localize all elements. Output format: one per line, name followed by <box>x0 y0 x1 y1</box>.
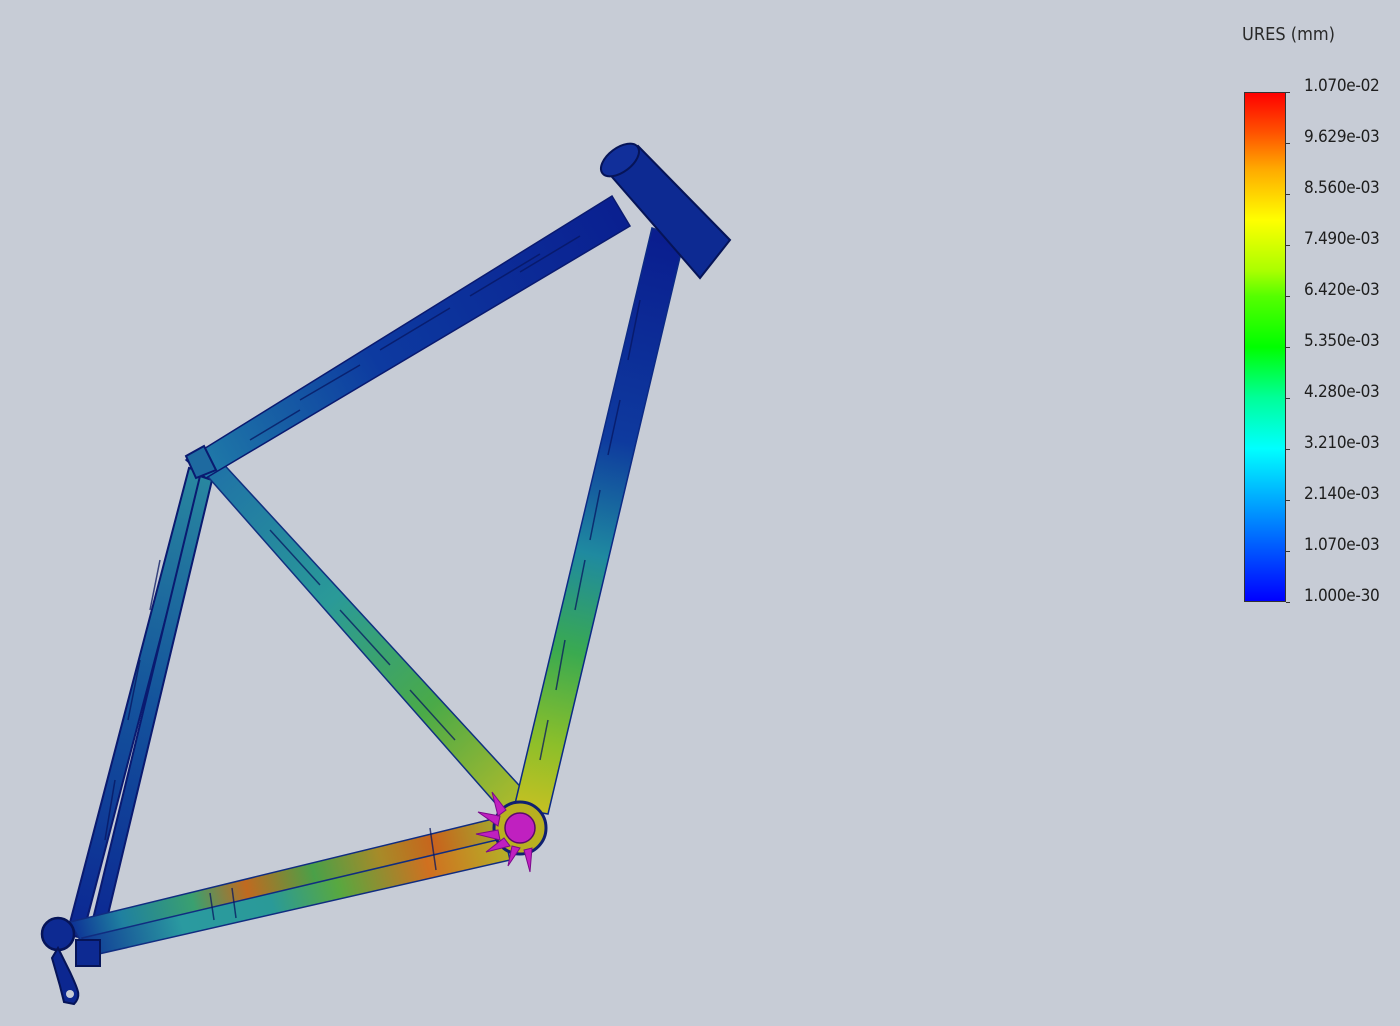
legend-tick-label: 2.140e-03 <box>1304 484 1380 504</box>
top-tube[interactable] <box>184 194 632 479</box>
legend-tick <box>1286 551 1290 552</box>
legend-tick <box>1286 500 1290 501</box>
down-tube[interactable] <box>513 226 685 815</box>
legend-colorbar <box>1244 92 1286 602</box>
chain-stay-upper[interactable] <box>68 815 517 941</box>
legend-tick <box>1286 398 1290 399</box>
seat-cluster[interactable] <box>184 444 218 480</box>
legend-tick <box>1286 143 1290 144</box>
result-legend: URES (mm) 1.070e-02 9.629e-03 8.560e-03 7.4… <box>1232 20 1400 620</box>
seat-stay-right[interactable] <box>85 474 214 950</box>
bottom-bracket[interactable] <box>492 800 548 856</box>
chain-stay-lower[interactable] <box>80 837 511 957</box>
legend-tick-label: 1.000e-30 <box>1304 586 1380 606</box>
legend-tick-label: 5.350e-03 <box>1304 331 1380 351</box>
legend-tick <box>1286 347 1290 348</box>
legend-tick-label: 7.490e-03 <box>1304 229 1380 249</box>
legend-tick-label: 8.560e-03 <box>1304 178 1380 198</box>
legend-tick-label: 3.210e-03 <box>1304 433 1380 453</box>
legend-tick-label: 4.280e-03 <box>1304 382 1380 402</box>
legend-tick <box>1286 602 1290 603</box>
rear-dropout[interactable] <box>40 916 101 1006</box>
legend-tick-label: 1.070e-03 <box>1304 535 1380 555</box>
contour-lines <box>104 235 641 921</box>
legend-title: URES (mm) <box>1242 24 1335 45</box>
head-tube[interactable] <box>595 137 732 280</box>
fixture-icon <box>475 791 533 873</box>
legend-tick-label: 1.070e-02 <box>1304 76 1380 96</box>
legend-tick <box>1286 92 1290 93</box>
legend-tick <box>1286 194 1290 195</box>
legend-tick <box>1286 449 1290 450</box>
legend-tick-label: 6.420e-03 <box>1304 280 1380 300</box>
seat-stay-left[interactable] <box>65 466 206 940</box>
legend-tick <box>1286 296 1290 297</box>
legend-tick <box>1286 245 1290 246</box>
legend-tick-label: 9.629e-03 <box>1304 127 1380 147</box>
